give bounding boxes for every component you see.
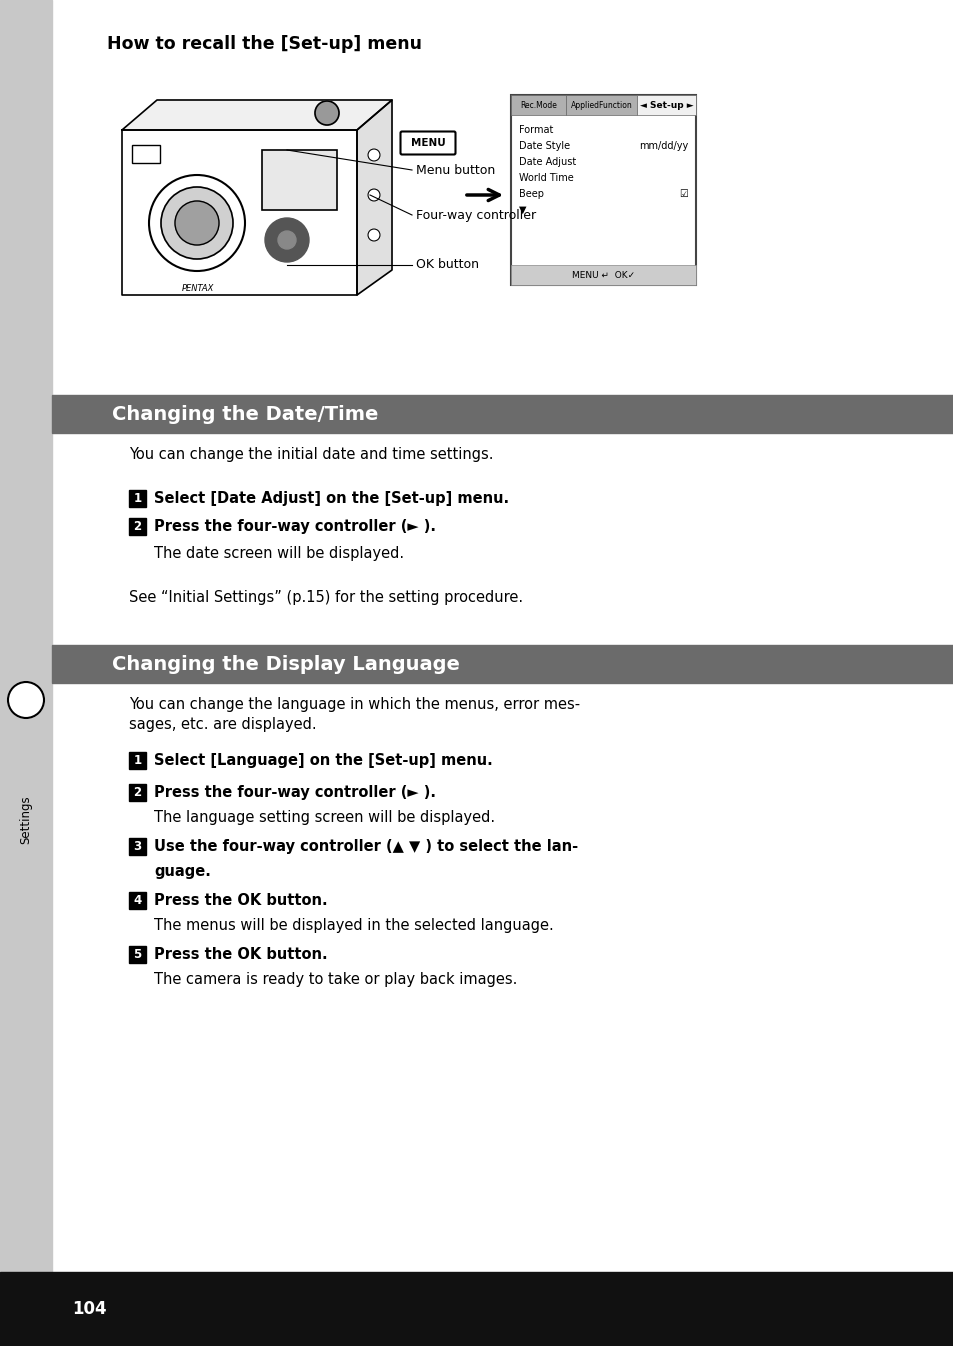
Bar [129,490,146,507]
Bar [129,518,146,534]
Text: Select [Language] on the [Set-up] menu.: Select [Language] on the [Set-up] menu. [153,752,493,769]
Circle shape [368,229,379,241]
Bar [0,1272,953,1346]
Text: The menus will be displayed in the selected language.: The menus will be displayed in the selec… [153,918,553,933]
Bar [129,892,146,909]
Text: 2: 2 [133,520,141,533]
Text: Menu button: Menu button [416,163,495,176]
Text: Press the OK button.: Press the OK button. [153,948,327,962]
Text: Use the four-way controller (▲ ▼ ) to select the lan-: Use the four-way controller (▲ ▼ ) to se… [153,839,578,853]
Circle shape [277,232,295,249]
Text: AppliedFunction: AppliedFunction [570,101,632,109]
Circle shape [368,188,379,201]
Circle shape [174,201,219,245]
Polygon shape [356,100,392,295]
FancyBboxPatch shape [400,132,455,155]
Text: The date screen will be displayed.: The date screen will be displayed. [153,546,404,561]
Text: 1: 1 [133,493,141,505]
Text: Settings: Settings [19,795,32,844]
Bar [129,752,146,769]
Text: Changing the Date/Time: Changing the Date/Time [112,405,378,424]
Text: mm/dd/yy: mm/dd/yy [639,141,687,151]
Text: sages, etc. are displayed.: sages, etc. are displayed. [129,717,316,732]
Bar [52,394,953,433]
Polygon shape [122,100,392,131]
Bar [637,96,696,114]
Bar [52,645,953,682]
Text: ☑: ☑ [679,188,687,199]
Bar [262,149,336,210]
Bar [129,783,146,801]
Text: MENU: MENU [410,139,445,148]
Text: Date Adjust: Date Adjust [518,157,576,167]
Text: PENTAX: PENTAX [182,284,214,293]
Circle shape [8,682,44,717]
Text: OK button: OK button [416,258,478,272]
Polygon shape [122,131,356,295]
Bar [132,145,160,163]
Text: 104: 104 [71,1300,107,1318]
Text: See “Initial Settings” (p.15) for the setting procedure.: See “Initial Settings” (p.15) for the se… [129,590,522,604]
Text: Select [Date Adjust] on the [Set-up] menu.: Select [Date Adjust] on the [Set-up] men… [153,491,509,506]
Text: Date Style: Date Style [518,141,570,151]
Bar [129,946,146,962]
Bar [566,96,637,114]
Circle shape [161,187,233,258]
Text: MENU ↵  OK✓: MENU ↵ OK✓ [572,271,635,280]
Text: 4: 4 [133,894,141,907]
Circle shape [149,175,245,271]
Circle shape [265,218,309,262]
Text: 5: 5 [133,948,141,961]
Text: Format: Format [518,125,553,135]
Text: Changing the Display Language: Changing the Display Language [112,654,459,673]
Text: Press the four-way controller (► ).: Press the four-way controller (► ). [153,520,436,534]
Text: 1: 1 [133,754,141,767]
Text: How to recall the [Set-up] menu: How to recall the [Set-up] menu [107,35,421,52]
Bar [511,96,696,285]
Bar [0,0,52,1346]
Circle shape [368,149,379,162]
Text: The language setting screen will be displayed.: The language setting screen will be disp… [153,810,495,825]
Text: ◄ Set-up ►: ◄ Set-up ► [639,101,693,109]
Circle shape [314,101,338,125]
Text: Press the OK button.: Press the OK button. [153,892,327,909]
Text: Rec.Mode: Rec.Mode [519,101,557,109]
Text: ▼: ▼ [518,205,526,215]
Text: You can change the initial date and time settings.: You can change the initial date and time… [129,447,493,462]
Text: You can change the language in which the menus, error mes-: You can change the language in which the… [129,697,579,712]
Bar [511,96,566,114]
Bar [129,839,146,855]
Text: guage.: guage. [153,864,211,879]
Text: Beep: Beep [518,188,543,199]
Text: 3: 3 [133,840,141,853]
Text: World Time: World Time [518,174,573,183]
Text: The camera is ready to take or play back images.: The camera is ready to take or play back… [153,972,517,987]
Text: Press the four-way controller (► ).: Press the four-way controller (► ). [153,785,436,800]
Text: Four-way controller: Four-way controller [416,209,536,222]
Text: 2: 2 [133,786,141,800]
Bar [511,265,696,285]
